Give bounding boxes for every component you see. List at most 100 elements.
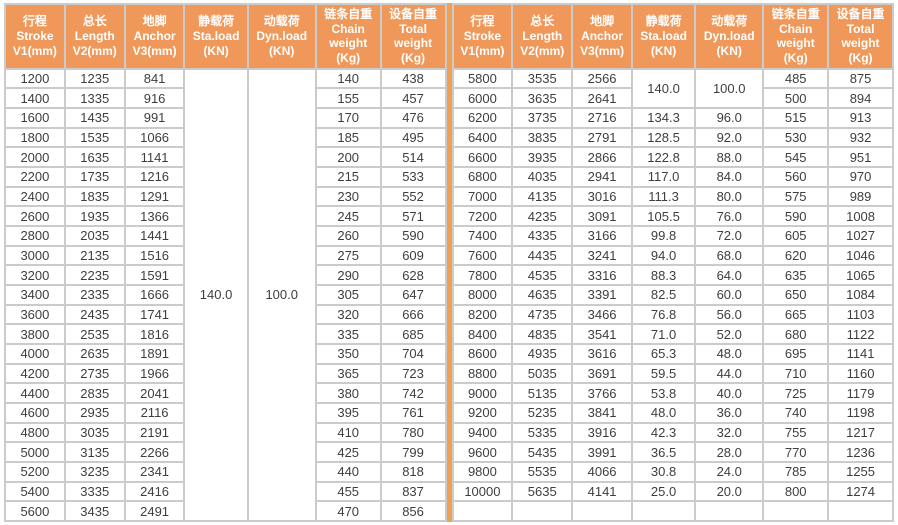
table-row: 8800 5035 3691 59.5 44.0 710 1160 [451,362,894,385]
cell-length: 5235 [511,401,574,424]
cell-chain-weight: 515 [762,106,830,129]
cell-total-weight: 1084 [827,283,894,306]
cell-dyn-load: 76.0 [694,205,765,227]
table-row: 2600 1935 1366 245 571 [4,205,447,227]
cell-chain-weight: 680 [762,323,830,345]
empty-cell [451,500,514,522]
cell-length: 1435 [63,106,126,129]
cell-stroke: 7400 [451,224,514,247]
column-header-sta-load: 静载荷 Sta.load (KN) [630,3,697,70]
cell-dyn-load: 56.0 [694,303,765,326]
cell-total-weight: 590 [379,224,447,247]
header-line: 行程 [470,14,495,29]
cell-anchor: 1066 [123,126,186,149]
empty-cell [511,500,574,522]
column-header-length: 总长 Length V2(mm) [511,3,574,70]
cell-anchor: 2191 [123,421,186,444]
cell-anchor: 1216 [123,165,186,188]
header-line: 动载荷 [711,14,748,29]
column-header-total-weight: 设备自重 Total weight (Kg) [827,3,894,70]
empty-cell [827,500,894,522]
cell-chain-weight: 590 [762,205,830,227]
cell-length: 2935 [63,401,126,424]
cell-total-weight: 514 [379,146,447,168]
cell-total-weight: 647 [379,283,447,306]
cell-anchor: 3166 [571,224,633,247]
cell-stroke: 9800 [451,460,514,483]
header-line: 动载荷 [263,14,300,29]
empty-cell [762,500,830,522]
cell-total-weight: 1027 [827,224,894,247]
cell-stroke: 6400 [451,126,514,149]
cell-anchor: 916 [123,87,186,109]
cell-total-weight: 685 [379,323,447,345]
cell-chain-weight: 335 [314,323,382,345]
table-row: 7800 4535 3316 88.3 64.0 635 1065 [451,264,894,286]
cell-chain-weight: 485 [762,67,830,90]
cell-total-weight: 704 [379,342,447,365]
table-row: 3600 2435 1741 320 666 [4,303,447,326]
cell-stroke: 9000 [451,382,514,404]
cell-total-weight: 1179 [827,382,894,404]
cell-length: 5535 [511,460,574,483]
cell-length: 1235 [63,67,126,90]
cell-dyn-load: 24.0 [694,460,765,483]
cell-total-weight: 476 [379,106,447,129]
header-line: Chain [779,21,813,36]
cell-total-weight: 628 [379,264,447,286]
cell-stroke: 1800 [4,126,66,149]
cell-stroke: 6000 [451,87,514,109]
cell-chain-weight: 275 [314,244,382,267]
cell-total-weight: 818 [379,460,447,483]
header-line: Stroke [16,28,54,43]
cell-total-weight: 780 [379,421,447,444]
cell-length: 3535 [511,67,574,90]
cell-stroke: 4400 [4,382,66,404]
cell-stroke: 9600 [451,441,514,463]
header-line: (KN) [203,43,229,58]
cell-length: 3235 [63,460,126,483]
cell-total-weight: 457 [379,87,447,109]
cell-anchor: 3016 [571,185,633,208]
cell-length: 4035 [511,165,574,188]
cell-anchor: 3316 [571,264,633,286]
cell-stroke: 3000 [4,244,66,267]
table-row: 8000 4635 3391 82.5 60.0 650 1084 [451,283,894,306]
table-row: 9600 5435 3991 36.5 28.0 770 1236 [451,441,894,463]
cell-length: 5135 [511,382,574,404]
cell-dyn-load: 72.0 [694,224,765,247]
cell-anchor: 2341 [123,460,186,483]
table-row: 7200 4235 3091 105.5 76.0 590 1008 [451,205,894,227]
table-row: 5200 3235 2341 440 818 [4,460,447,483]
cell-stroke: 5600 [4,500,66,522]
cell-anchor: 1816 [123,323,186,345]
cell-length: 3035 [63,421,126,444]
cell-chain-weight: 350 [314,342,382,365]
header-line: 总长 [82,14,107,29]
cell-length: 1835 [63,185,126,208]
cell-chain-weight: 800 [762,480,830,503]
cell-length: 2535 [63,323,126,345]
header-line: 行程 [22,14,47,29]
cell-stroke: 1200 [4,67,66,90]
cell-anchor: 2641 [571,87,633,109]
cell-sta-load: 42.3 [630,421,697,444]
cell-length: 4335 [511,224,574,247]
cell-sta-load: 94.0 [630,244,697,267]
header-line: (Kg) [401,50,426,65]
page: { "colors": { "header_bg": "#F0985A", "h… [0,3,898,525]
cell-anchor: 1516 [123,244,186,267]
cell-length: 1535 [63,126,126,149]
cell-stroke: 4600 [4,401,66,424]
cell-total-weight: 1160 [827,362,894,385]
cell-total-weight: 951 [827,146,894,168]
cell-total-weight: 438 [379,67,447,90]
table-row: 7000 4135 3016 111.3 80.0 575 989 [451,185,894,208]
cell-dyn-load: 36.0 [694,401,765,424]
table-row: 7400 4335 3166 99.8 72.0 605 1027 [451,224,894,247]
cell-stroke: 2600 [4,205,66,227]
column-header-total-weight: 设备自重 Total weight (Kg) [379,3,447,70]
cell-stroke: 4800 [4,421,66,444]
spec-table: 行程 Stroke V1(mm) 总长 Length V2(mm) 地脚 Anchor V3(m… [4,3,894,522]
cell-stroke: 3600 [4,303,66,326]
